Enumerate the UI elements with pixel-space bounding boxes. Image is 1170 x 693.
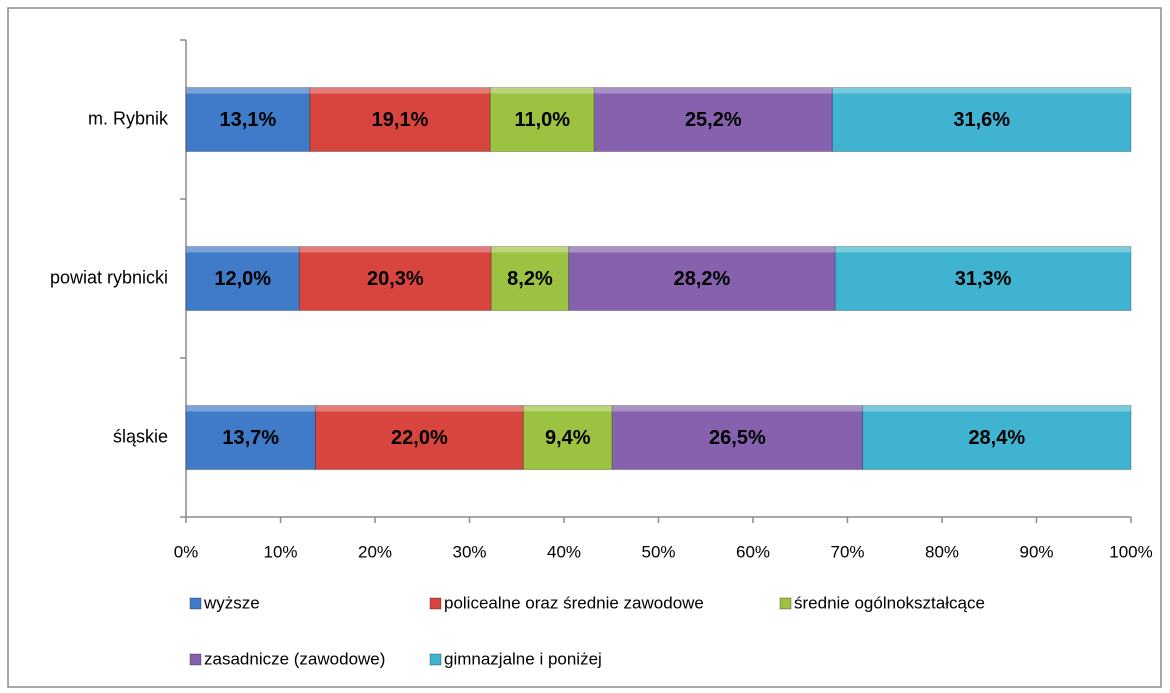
bar-segment xyxy=(309,87,491,152)
x-tick-label: 70% xyxy=(830,542,864,561)
bar-segment xyxy=(568,246,836,311)
category-label: powiat rybnicki xyxy=(50,267,168,287)
legend-label: gimnazjalne i poniżej xyxy=(444,649,602,668)
bar-segment xyxy=(834,246,1132,311)
bar-highlight xyxy=(862,405,1131,412)
x-tick-label: 30% xyxy=(452,542,486,561)
value-label: 28,2% xyxy=(674,268,731,290)
x-tick-label: 80% xyxy=(925,542,959,561)
bar-segment xyxy=(185,87,311,152)
legend-swatch xyxy=(429,597,442,610)
bar-segment xyxy=(611,405,864,470)
x-tick-label: 100% xyxy=(1109,542,1152,561)
x-tick-label: 60% xyxy=(736,542,770,561)
legend-label: wyższe xyxy=(203,593,260,612)
bar-highlight xyxy=(186,246,300,253)
bar-highlight xyxy=(299,246,492,253)
bar-highlight xyxy=(315,405,524,412)
value-label: 11,0% xyxy=(514,109,570,131)
legend-label: zasadnicze (zawodowe) xyxy=(204,649,385,668)
bar-segment xyxy=(314,405,524,470)
x-tick-label: 0% xyxy=(174,542,199,561)
bar-highlight xyxy=(186,405,316,412)
bar-segment xyxy=(298,246,492,311)
legend-label: policealne oraz średnie zawodowe xyxy=(444,593,704,612)
value-label: 20,3% xyxy=(367,268,424,290)
value-label: 25,2% xyxy=(685,109,742,131)
x-tick-label: 50% xyxy=(641,542,675,561)
value-label: 12,0% xyxy=(214,268,271,290)
value-label: 31,6% xyxy=(953,109,1010,131)
x-tick-label: 10% xyxy=(263,542,297,561)
legend-label: średnie ogólnokształcące xyxy=(794,593,985,612)
x-tick-label: 40% xyxy=(547,542,581,561)
bar-highlight xyxy=(491,246,569,253)
bar-segment xyxy=(490,246,570,311)
value-label: 28,4% xyxy=(968,427,1025,449)
value-label: 26,5% xyxy=(709,427,766,449)
legend-swatch xyxy=(779,597,792,610)
value-label: 22,0% xyxy=(391,427,448,449)
category-label: śląskie xyxy=(113,426,168,446)
bar-highlight xyxy=(612,405,863,412)
bar-highlight xyxy=(835,246,1131,253)
bar-segment xyxy=(862,405,1132,470)
category-label: m. Rybnik xyxy=(88,108,169,128)
x-tick-label: 90% xyxy=(1019,542,1053,561)
bar-highlight xyxy=(523,405,613,412)
bar-highlight xyxy=(490,87,595,94)
legend-swatch xyxy=(429,653,442,666)
x-tick-label: 20% xyxy=(358,542,392,561)
value-label: 13,7% xyxy=(222,427,279,449)
value-label: 8,2% xyxy=(507,268,553,290)
bar-highlight xyxy=(594,87,833,94)
bar-segment xyxy=(831,87,1132,152)
bar-highlight xyxy=(309,87,491,94)
value-label: 19,1% xyxy=(372,109,429,131)
legend-swatch xyxy=(189,597,202,610)
value-label: 31,3% xyxy=(955,268,1012,290)
legend-swatch xyxy=(189,653,202,666)
bar-highlight xyxy=(186,87,310,94)
bar-highlight xyxy=(832,87,1131,94)
value-label: 13,1% xyxy=(220,109,277,131)
value-label: 9,4% xyxy=(545,427,591,449)
bar-highlight xyxy=(568,246,836,253)
bar-segment xyxy=(185,246,300,311)
